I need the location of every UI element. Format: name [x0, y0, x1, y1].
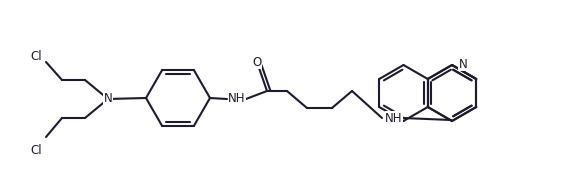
- Text: N: N: [104, 93, 113, 105]
- Text: N: N: [459, 57, 468, 70]
- Text: NH: NH: [385, 112, 403, 125]
- Text: Cl: Cl: [30, 50, 42, 63]
- Text: Cl: Cl: [30, 144, 42, 157]
- Text: O: O: [252, 56, 261, 68]
- Text: NH: NH: [228, 93, 246, 105]
